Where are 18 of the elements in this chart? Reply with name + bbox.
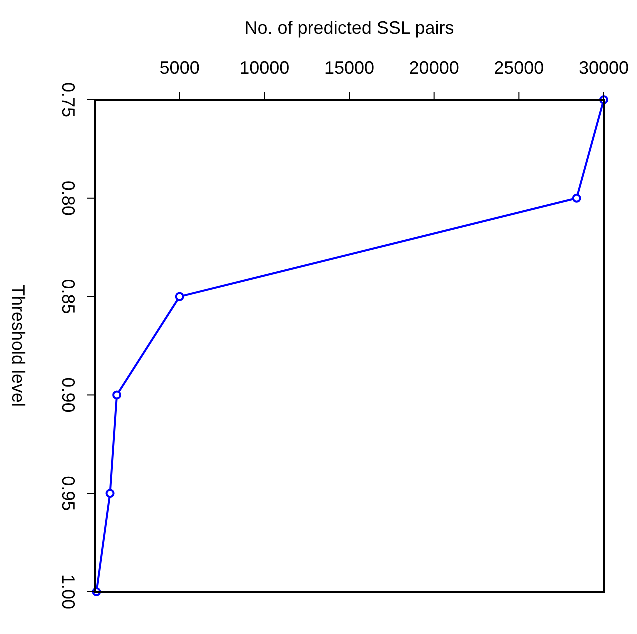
x-axis-title: No. of predicted SSL pairs [244, 18, 454, 38]
x-tick-label: 5000 [160, 58, 200, 78]
point [175, 292, 184, 302]
x-tick-label: 15000 [324, 58, 375, 78]
y-tick-label: 0.90 [58, 378, 78, 413]
point [112, 390, 122, 400]
x-tick-label: 10000 [240, 58, 290, 78]
point [572, 194, 582, 203]
y-tick-label: 1.00 [58, 574, 78, 610]
y-tick-label: 0.85 [58, 279, 78, 314]
y-tick-label: 0.80 [58, 180, 78, 216]
x-tick-label: 20000 [409, 58, 460, 78]
y-tick-label: 0.95 [58, 476, 78, 512]
x-tick-label: 30000 [578, 58, 630, 78]
x-tick-label: 25000 [494, 58, 544, 78]
y-tick-label: 0.75 [58, 82, 78, 118]
point [106, 489, 115, 498]
y-axis-title: Threshold level [8, 284, 28, 408]
